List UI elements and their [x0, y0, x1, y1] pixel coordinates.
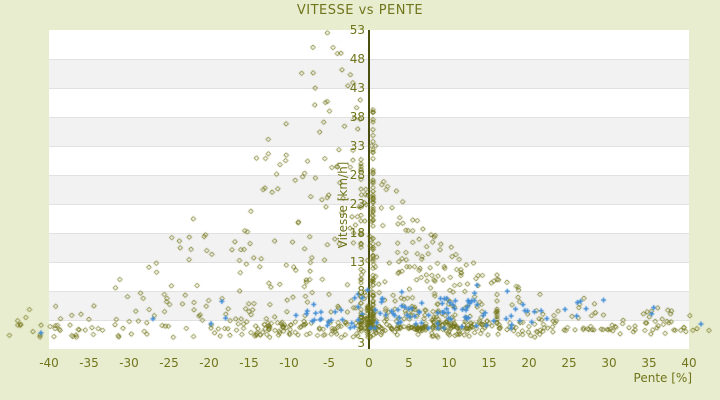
y-tick-label: 13 — [349, 255, 365, 269]
x-tick-label: 0 — [365, 356, 373, 370]
x-tick-label: -5 — [323, 356, 335, 370]
x-tick-label: -35 — [79, 356, 99, 370]
y-tick-label: 23 — [349, 197, 365, 211]
y-tick-label: 3 — [357, 313, 365, 327]
x-tick-label: 10 — [441, 356, 457, 370]
x-tick-label: 25 — [561, 356, 577, 370]
x-tick-label: 20 — [521, 356, 537, 370]
y-tick-label: 38 — [349, 110, 365, 124]
x-tick-label: -30 — [119, 356, 139, 370]
x-tick-label: -25 — [159, 356, 179, 370]
x-tick-label: 40 — [681, 356, 697, 370]
x-tick-label: 15 — [481, 356, 497, 370]
y-tick-label: 33 — [349, 139, 365, 153]
x-tick-label: 5 — [405, 356, 413, 370]
y-tick-label: 43 — [349, 81, 365, 95]
x-tick-label: -20 — [199, 356, 219, 370]
y-tick-label: 8 — [357, 284, 365, 298]
y-tick-label: 3 — [357, 336, 365, 351]
x-tick-label: -10 — [279, 356, 299, 370]
x-tick-label: -40 — [39, 356, 59, 370]
y-tick-label: 28 — [349, 168, 365, 182]
x-tick-label: 35 — [641, 356, 657, 370]
y-tick-label: 48 — [349, 52, 365, 66]
x-tick-label: -15 — [239, 356, 259, 370]
x-tick-label: 30 — [601, 356, 617, 370]
y-tick-label: 18 — [349, 226, 365, 240]
y-tick-label: 53 — [349, 23, 365, 37]
